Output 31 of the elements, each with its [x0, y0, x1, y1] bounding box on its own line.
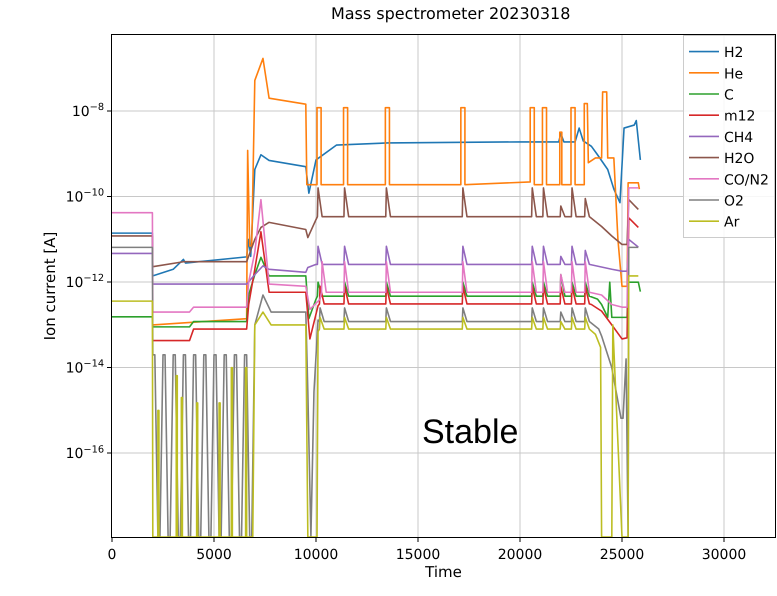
legend-label: C — [724, 87, 734, 104]
line-series — [152, 58, 640, 326]
x-tick-label: 5000 — [196, 546, 232, 563]
y-tick-label: 10$^{−12}$ — [66, 273, 104, 292]
x-tick-label: 0 — [108, 546, 116, 563]
line-series — [112, 187, 640, 268]
legend-label: H2O — [724, 151, 754, 168]
legend-label: O2 — [724, 193, 744, 210]
line-series — [112, 187, 640, 313]
legend-label: He — [724, 66, 744, 82]
x-tick-label: 15000 — [396, 546, 440, 563]
y-axis-title: Ion current [A] — [40, 232, 59, 340]
chart-title: Mass spectrometer 20230318 — [330, 4, 570, 24]
x-tick-label: 30000 — [702, 546, 746, 563]
line-series — [112, 238, 640, 285]
legend-label: m12 — [724, 108, 756, 125]
y-tick-label: 10$^{−14}$ — [66, 358, 104, 377]
legend-label: CO/N2 — [724, 172, 769, 188]
y-tick-label: 10$^{−16}$ — [66, 444, 104, 462]
y-tick-label: 10$^{−8}$ — [72, 102, 104, 120]
annotation: Stable — [422, 413, 518, 451]
y-tick-label: 10$^{−10}$ — [66, 188, 104, 206]
legend-label: Ar — [724, 214, 740, 231]
x-tick-label: 20000 — [498, 546, 542, 563]
x-axis-title: Time — [424, 562, 462, 581]
line-series — [112, 120, 642, 277]
x-tick-label: 10000 — [294, 546, 338, 563]
line-series — [152, 216, 640, 342]
x-tick-label: 25000 — [600, 546, 644, 563]
legend-label: CH4 — [724, 130, 754, 146]
legend-label: H2 — [724, 45, 744, 62]
